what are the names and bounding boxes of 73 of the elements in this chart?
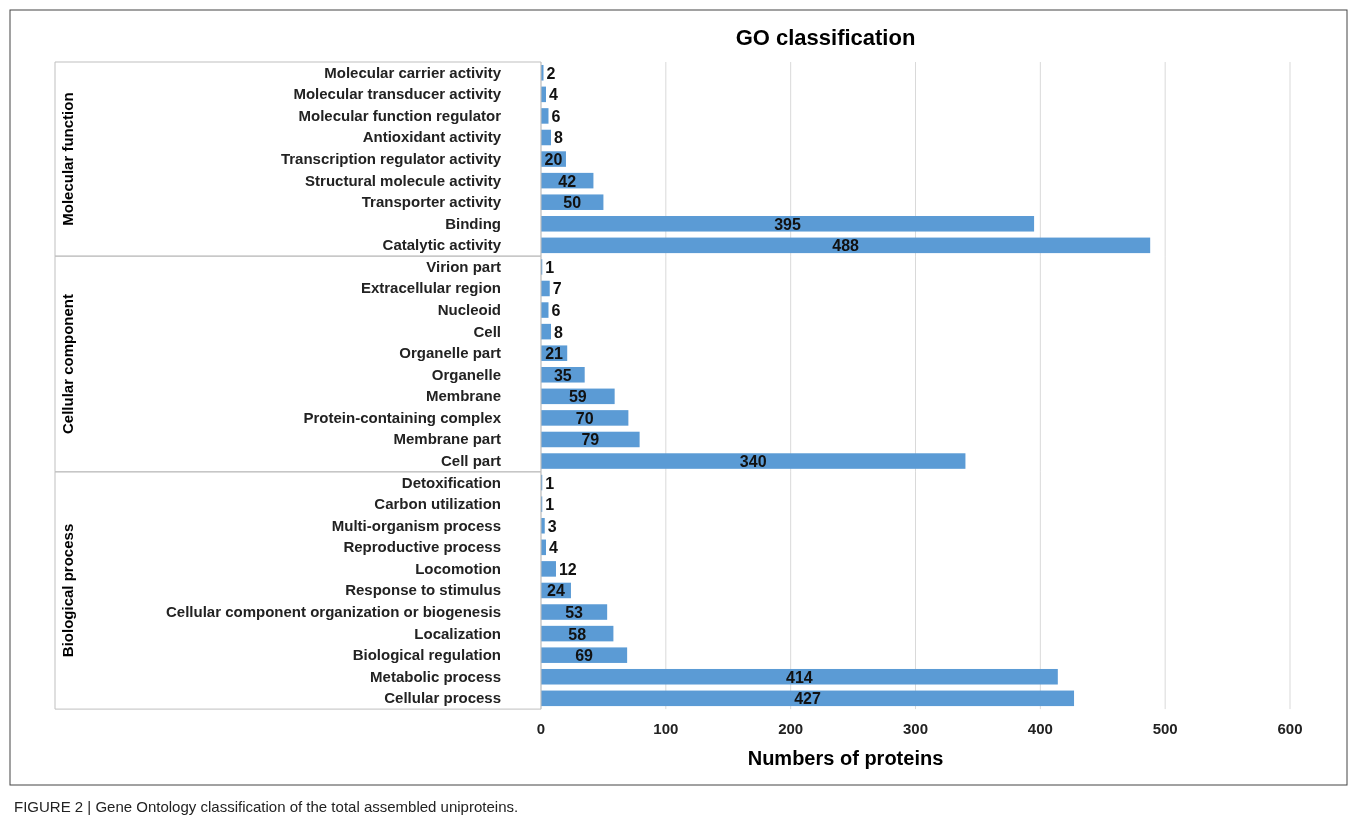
- chart-title: GO classification: [735, 25, 916, 50]
- y-tick-label: Detoxification: [401, 473, 501, 491]
- y-tick-label: Molecular carrier activity: [324, 63, 502, 81]
- x-tick-label: 200: [778, 720, 804, 738]
- y-tick-label: Localization: [414, 624, 501, 642]
- data-label: 58: [568, 625, 587, 643]
- y-tick-label: Multi-organism process: [331, 516, 501, 534]
- y-tick-label: Response to stimulus: [345, 581, 501, 599]
- data-label: 414: [786, 668, 813, 686]
- y-tick-label: Nucleoid: [437, 301, 501, 319]
- data-label: 70: [575, 409, 594, 427]
- x-tick-label: 300: [902, 720, 929, 738]
- data-label: 1: [545, 496, 555, 514]
- y-tick-label: Transcription regulator activity: [280, 150, 502, 168]
- data-label: 8: [553, 323, 563, 341]
- x-tick-label: 400: [1027, 720, 1053, 738]
- y-axis-title: Molecular function: [59, 92, 76, 226]
- y-tick-label: Locomotion: [415, 559, 501, 577]
- y-tick-label: Membrane: [425, 387, 501, 405]
- y-tick-label: Cell part: [440, 452, 501, 470]
- y-tick-label: Metabolic process: [370, 667, 501, 685]
- y-tick-label: Catalytic activity: [382, 236, 502, 254]
- data-label: 21: [545, 345, 564, 363]
- data-label: 6: [551, 107, 561, 125]
- y-tick-label: Carbon utilization: [374, 495, 501, 513]
- y-tick-label: Cellular process: [384, 689, 501, 707]
- caption: FIGURE 2 | Gene Ontology classification of the total assembled uniproteins.: [14, 798, 519, 815]
- data-label: 8: [553, 129, 563, 147]
- data-label: 24: [547, 582, 565, 600]
- y-tick-label: Protein-containing complex: [303, 408, 502, 426]
- data-label: 4: [548, 86, 558, 104]
- y-axis-title: Cellular component: [59, 293, 76, 434]
- y-tick-label: Cellular component organization or biogenesis: [165, 603, 501, 621]
- y-tick-label: Organelle: [431, 365, 501, 383]
- data-label: 42: [558, 172, 577, 190]
- y-tick-label: Molecular transducer activity: [293, 85, 502, 103]
- y-tick-label: Extracellular region: [360, 279, 501, 297]
- data-label: 1: [545, 474, 555, 492]
- data-label: 3: [547, 517, 557, 535]
- y-tick-label: Molecular function regulator: [298, 106, 502, 124]
- data-label: 50: [563, 194, 582, 212]
- data-label: 12: [558, 560, 577, 578]
- y-tick-label: Structural molecule activity: [305, 171, 502, 189]
- y-tick-label: Virion part: [426, 257, 501, 275]
- x-tick-label: 500: [1152, 720, 1178, 738]
- x-axis-title: Numbers of proteins: [747, 747, 944, 770]
- y-axis-title: Biological process: [59, 523, 76, 658]
- data-label: 20: [544, 151, 563, 169]
- data-label: 35: [553, 366, 572, 384]
- x-tick-label: 600: [1277, 720, 1303, 738]
- data-label: 427: [794, 690, 821, 708]
- y-tick-label: Cell: [473, 322, 501, 340]
- y-tick-label: Reproductive process: [343, 538, 501, 556]
- data-label: 4: [548, 539, 558, 557]
- data-label: 7: [552, 280, 562, 298]
- data-label: 6: [551, 302, 561, 320]
- y-tick-label: Transporter activity: [361, 193, 502, 211]
- y-tick-label: Antioxidant activity: [362, 128, 502, 146]
- data-label: 2: [546, 64, 556, 82]
- data-label: 69: [575, 647, 594, 665]
- data-label: 340: [739, 453, 767, 471]
- y-tick-label: Organelle part: [399, 344, 501, 362]
- y-tick-label: Binding: [445, 214, 501, 232]
- x-tick-label: 0: [536, 720, 546, 738]
- data-label: 53: [565, 604, 584, 622]
- data-label: 59: [568, 388, 587, 406]
- x-tick-label: 100: [653, 720, 679, 738]
- data-label: 488: [832, 237, 860, 255]
- data-label: 1: [545, 258, 555, 276]
- data-label: 395: [774, 215, 801, 233]
- data-label: 79: [581, 431, 600, 449]
- y-tick-label: Biological regulation: [352, 646, 501, 664]
- y-tick-label: Membrane part: [393, 430, 501, 448]
